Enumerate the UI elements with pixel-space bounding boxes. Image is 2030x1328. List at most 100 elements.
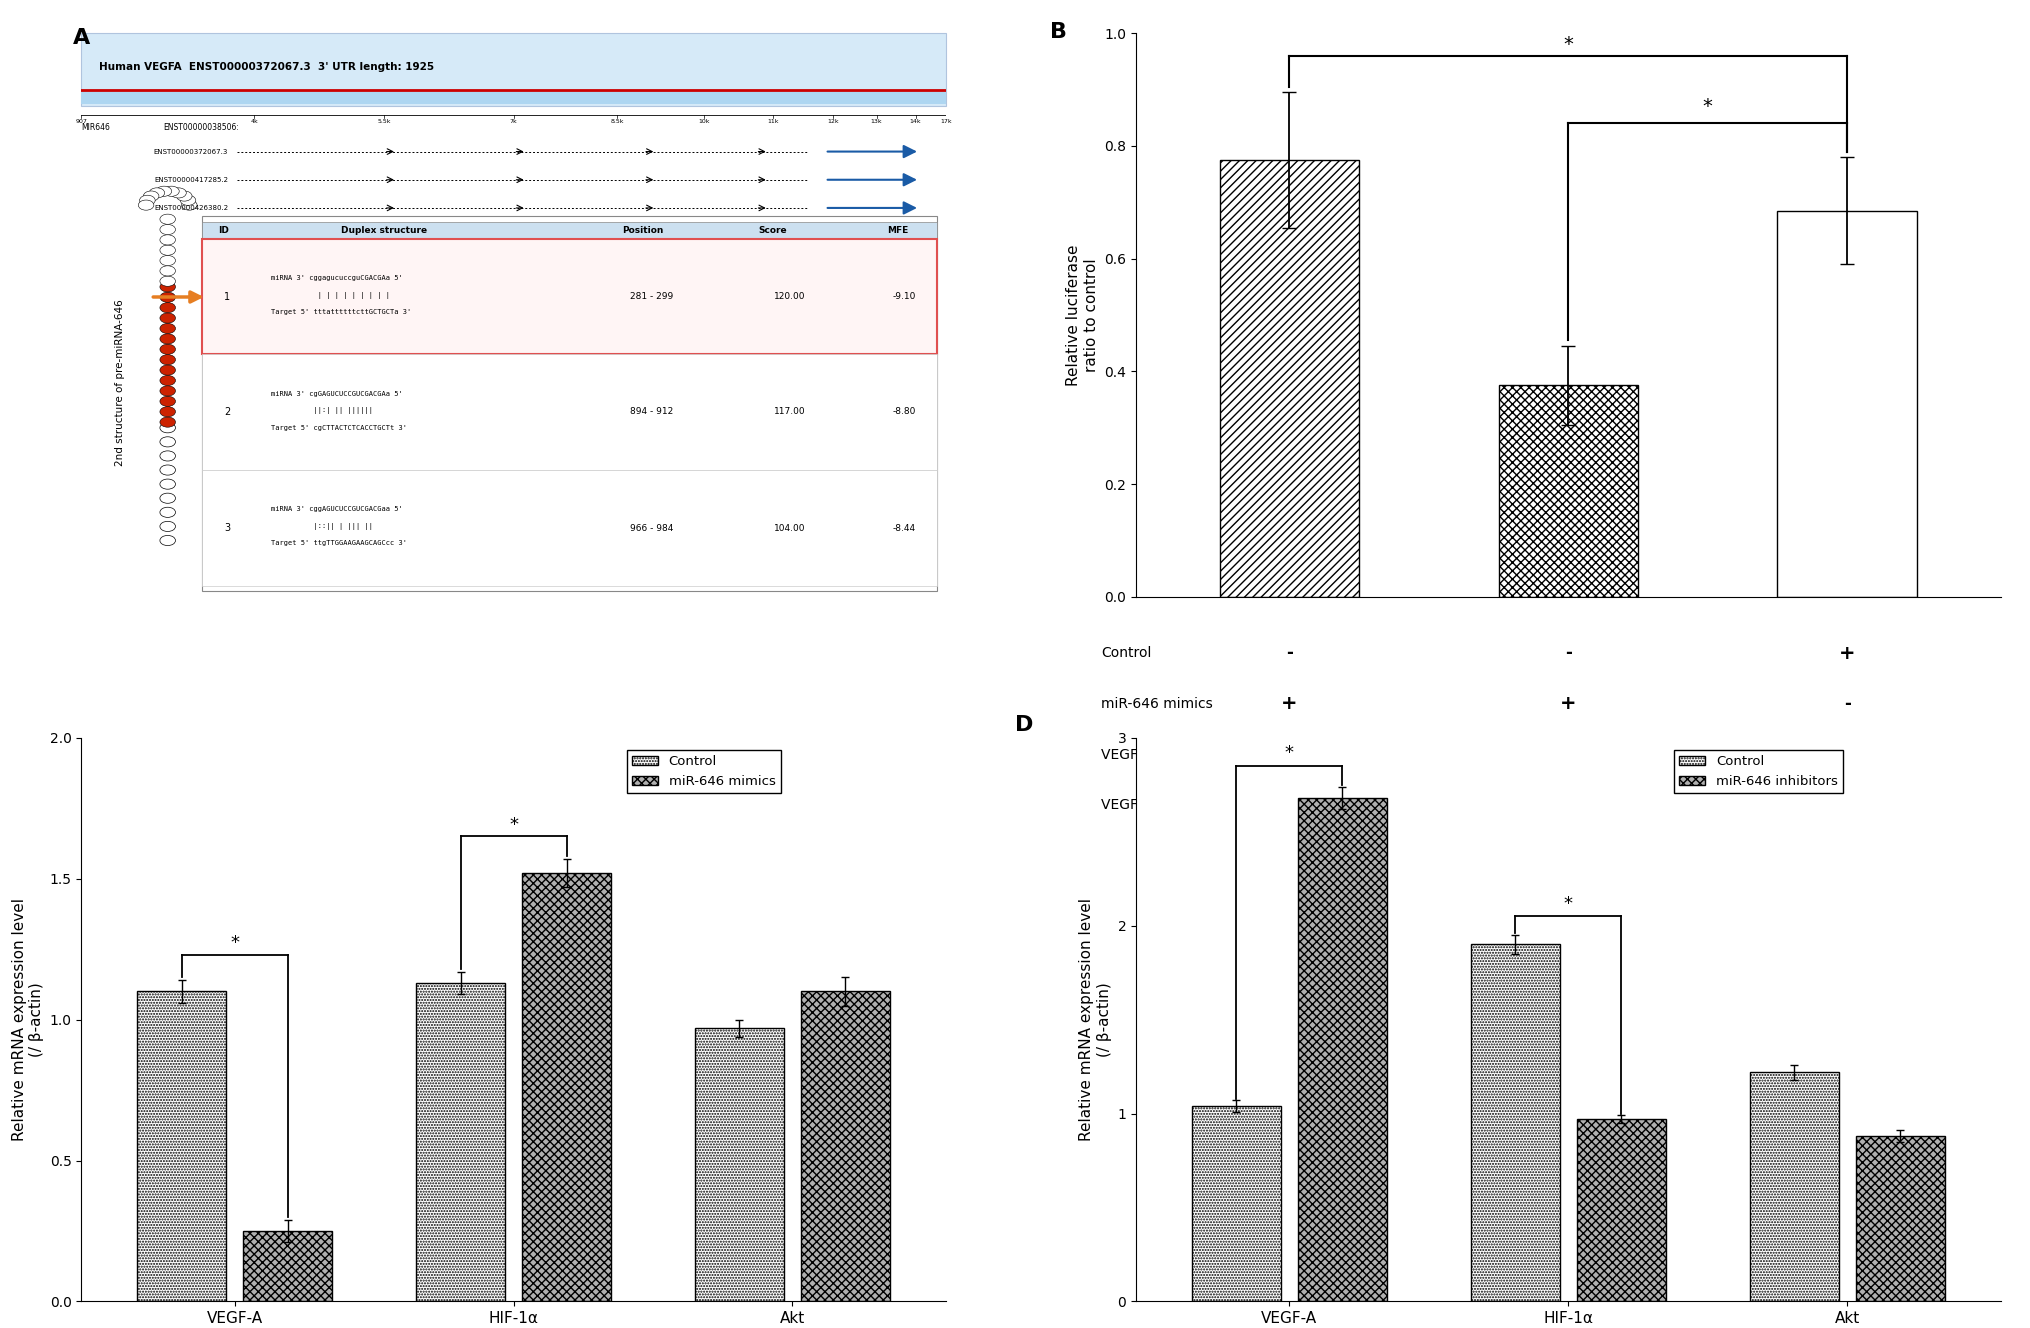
Text: 120.00: 120.00 bbox=[773, 292, 806, 301]
Text: Target 5' tttattttttcttGCTGCTa 3': Target 5' tttattttttcttGCTGCTa 3' bbox=[272, 309, 412, 315]
Circle shape bbox=[160, 282, 175, 292]
Text: -: - bbox=[1843, 797, 1849, 814]
Circle shape bbox=[160, 406, 175, 417]
Circle shape bbox=[144, 191, 158, 201]
Bar bbox=[1855, 1135, 1945, 1301]
FancyBboxPatch shape bbox=[81, 90, 946, 104]
FancyBboxPatch shape bbox=[203, 216, 936, 591]
Text: *: * bbox=[1563, 35, 1573, 54]
Circle shape bbox=[160, 479, 175, 489]
FancyBboxPatch shape bbox=[203, 239, 936, 355]
Text: 1: 1 bbox=[223, 292, 229, 301]
Text: *: * bbox=[1563, 895, 1571, 912]
Legend: Control, miR-646 mimics: Control, miR-646 mimics bbox=[625, 750, 780, 793]
Text: 11k: 11k bbox=[767, 120, 777, 125]
FancyBboxPatch shape bbox=[203, 222, 936, 239]
Text: -9.10: -9.10 bbox=[891, 292, 916, 301]
Circle shape bbox=[160, 365, 175, 376]
Text: 117.00: 117.00 bbox=[773, 408, 806, 417]
Text: Score: Score bbox=[757, 226, 788, 235]
Text: -8.80: -8.80 bbox=[891, 408, 916, 417]
Circle shape bbox=[177, 191, 193, 201]
Circle shape bbox=[160, 313, 175, 323]
Text: 4k: 4k bbox=[250, 120, 258, 125]
Text: 894 - 912: 894 - 912 bbox=[629, 408, 674, 417]
Text: 12k: 12k bbox=[826, 120, 838, 125]
Circle shape bbox=[140, 195, 154, 206]
Text: 2: 2 bbox=[223, 406, 229, 417]
Text: |::|| | ||| ||: |::|| | ||| || bbox=[272, 523, 374, 530]
Text: ENST00000426380.2: ENST00000426380.2 bbox=[154, 205, 227, 211]
Circle shape bbox=[160, 292, 175, 303]
Circle shape bbox=[160, 493, 175, 503]
Bar bbox=[1575, 1120, 1665, 1301]
Y-axis label: Relative mRNA expression level
(/ β-actin): Relative mRNA expression level (/ β-acti… bbox=[1078, 898, 1110, 1141]
Text: +: + bbox=[1837, 644, 1855, 663]
Circle shape bbox=[156, 186, 173, 197]
Text: -: - bbox=[1563, 797, 1571, 814]
Circle shape bbox=[160, 344, 175, 355]
Circle shape bbox=[181, 195, 195, 206]
Text: +: + bbox=[1281, 695, 1297, 713]
Text: miRNA 3' cggagucuccguCGACGAa 5': miRNA 3' cggagucuccguCGACGAa 5' bbox=[272, 275, 404, 282]
Text: ID: ID bbox=[219, 226, 229, 235]
Text: *: * bbox=[510, 815, 518, 834]
Circle shape bbox=[160, 246, 175, 255]
Circle shape bbox=[160, 324, 175, 333]
Text: D: D bbox=[1015, 716, 1033, 736]
Bar bbox=[136, 992, 225, 1301]
Circle shape bbox=[160, 214, 175, 224]
FancyBboxPatch shape bbox=[81, 33, 946, 106]
Circle shape bbox=[148, 187, 164, 198]
Text: B: B bbox=[1050, 23, 1066, 42]
Text: -: - bbox=[1843, 695, 1849, 713]
Circle shape bbox=[160, 235, 175, 244]
Bar bbox=[1297, 798, 1386, 1301]
Bar bbox=[1498, 385, 1636, 596]
Text: VEGFA 3'UTR wild: VEGFA 3'UTR wild bbox=[1100, 748, 1224, 762]
Circle shape bbox=[160, 276, 175, 287]
Text: 8.5k: 8.5k bbox=[611, 120, 623, 125]
Bar bbox=[522, 872, 611, 1301]
Text: Position: Position bbox=[623, 226, 664, 235]
Text: MIR646: MIR646 bbox=[81, 124, 110, 133]
Circle shape bbox=[160, 422, 175, 433]
Circle shape bbox=[160, 355, 175, 365]
Text: Target 5' cgCTTACTCTCACCTGCTt 3': Target 5' cgCTTACTCTCACCTGCTt 3' bbox=[272, 425, 408, 430]
Circle shape bbox=[160, 522, 175, 531]
Text: 907: 907 bbox=[75, 120, 87, 125]
Text: miR-646 mimics: miR-646 mimics bbox=[1100, 697, 1212, 710]
Bar bbox=[1776, 211, 1916, 596]
Bar bbox=[1220, 159, 1358, 596]
FancyBboxPatch shape bbox=[203, 355, 936, 470]
Text: 14k: 14k bbox=[909, 120, 922, 125]
Circle shape bbox=[160, 333, 175, 344]
Text: +: + bbox=[1559, 745, 1575, 764]
Circle shape bbox=[160, 386, 175, 396]
Circle shape bbox=[160, 266, 175, 276]
Text: +: + bbox=[1559, 695, 1575, 713]
Circle shape bbox=[160, 396, 175, 406]
Text: ||:| || ||||||: ||:| || |||||| bbox=[272, 408, 374, 414]
Text: VEGFA 3'UTR mut: VEGFA 3'UTR mut bbox=[1100, 798, 1224, 813]
Text: 2nd structure of pre-miRNA-646: 2nd structure of pre-miRNA-646 bbox=[116, 299, 126, 466]
Text: -: - bbox=[1285, 644, 1293, 663]
Circle shape bbox=[164, 186, 179, 197]
Bar bbox=[800, 992, 889, 1301]
Bar bbox=[244, 1231, 333, 1301]
Text: 7k: 7k bbox=[510, 120, 518, 125]
Text: 10k: 10k bbox=[698, 120, 708, 125]
Text: | | | | | | | | |: | | | | | | | | | bbox=[272, 292, 390, 299]
Circle shape bbox=[138, 201, 154, 210]
Text: 13k: 13k bbox=[871, 120, 881, 125]
Circle shape bbox=[160, 303, 175, 312]
Text: *: * bbox=[1285, 744, 1293, 762]
Circle shape bbox=[160, 452, 175, 461]
Text: -: - bbox=[1285, 746, 1293, 764]
Y-axis label: Relative mRNA expression level
(/ β-actin): Relative mRNA expression level (/ β-acti… bbox=[12, 898, 45, 1141]
Circle shape bbox=[160, 224, 175, 235]
Text: 281 - 299: 281 - 299 bbox=[629, 292, 674, 301]
Text: ENST00000038506:: ENST00000038506: bbox=[162, 124, 240, 133]
Bar bbox=[694, 1028, 784, 1301]
Text: -8.44: -8.44 bbox=[893, 523, 916, 533]
